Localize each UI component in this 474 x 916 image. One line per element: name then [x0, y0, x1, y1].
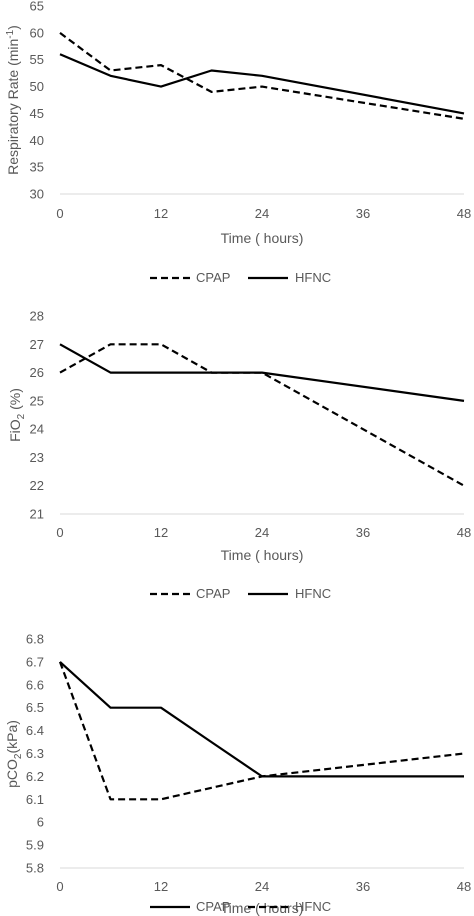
y-tick-label: 6.8 — [26, 632, 44, 647]
y-tick-label: 27 — [30, 337, 44, 352]
y-tick-label: 23 — [30, 450, 44, 465]
y-axis-title-main: FiO — [7, 419, 23, 442]
y-tick-label: 6.1 — [26, 792, 44, 807]
y-tick-label: 22 — [30, 478, 44, 493]
legend: CPAP HFNC — [150, 270, 331, 285]
y-axis-title-main: pCO — [4, 759, 20, 788]
chart-2: 21 22 23 24 25 26 27 28 0 12 24 36 48 Time ( hours) Fi… — [7, 309, 471, 602]
series-line-hfnc — [59, 53, 465, 115]
legend-label-hfnc: HFNC — [295, 586, 331, 601]
y-axis-title: Respiratory Rate (min-1) — [5, 25, 21, 175]
y-tick-label: 6.7 — [26, 654, 44, 669]
chart-1: 30 35 40 45 50 55 60 65 0 12 24 36 48 Time ( hours) Re… — [5, 0, 471, 285]
x-axis-title: Time ( hours) — [221, 230, 304, 246]
y-tick-label: 50 — [30, 79, 44, 94]
y-tick-label: 6.2 — [26, 769, 44, 784]
y-tick-label: 6.6 — [26, 677, 44, 692]
series-line-cpap — [59, 32, 465, 120]
legend-label-hfnc: HFNC — [295, 899, 331, 914]
legend-label-hfnc: HFNC — [295, 270, 331, 285]
y-tick-label: 55 — [30, 52, 44, 67]
y-tick-label: 5.8 — [26, 861, 44, 876]
y-axis-title-superscript: -1 — [5, 29, 16, 38]
y-tick-label: 25 — [30, 393, 44, 408]
y-axis-title-subscript: 2 — [13, 753, 24, 759]
y-axis-title-subscript: 2 — [16, 413, 27, 419]
y-axis-title-main: Respiratory Rate (min — [5, 39, 21, 175]
legend: CPAP HFNC — [150, 899, 331, 914]
y-tick-label: 28 — [30, 309, 44, 324]
x-tick-label: 24 — [255, 206, 269, 221]
series-line-cpap — [59, 343, 465, 487]
y-tick-label: 6 — [37, 815, 44, 830]
x-tick-label: 48 — [457, 525, 471, 540]
y-tick-label: 6.3 — [26, 746, 44, 761]
y-tick-label: 30 — [30, 187, 44, 202]
series-line-cpap — [59, 661, 464, 778]
y-tick-label: 45 — [30, 106, 44, 121]
legend-label-cpap: CPAP — [196, 899, 230, 914]
y-tick-label: 40 — [30, 133, 44, 148]
y-tick-label: 5.9 — [26, 838, 44, 853]
x-tick-label: 0 — [56, 206, 63, 221]
x-tick-label: 24 — [255, 525, 269, 540]
x-tick-label: 36 — [356, 206, 370, 221]
x-tick-label: 24 — [255, 879, 269, 894]
y-axis-title-end: (kPa) — [4, 720, 20, 753]
y-tick-label: 6.4 — [26, 723, 44, 738]
x-tick-label: 12 — [154, 525, 168, 540]
y-tick-label: 65 — [30, 0, 44, 14]
legend-label-cpap: CPAP — [196, 270, 230, 285]
series-line-hfnc — [59, 343, 465, 402]
y-tick-label: 24 — [30, 422, 44, 437]
y-axis-title-end: (%) — [7, 388, 23, 414]
x-tick-label: 48 — [457, 879, 471, 894]
x-tick-label: 12 — [154, 879, 168, 894]
legend: CPAP HFNC — [150, 586, 331, 601]
y-axis-title: pCO2(kPa) — [4, 720, 24, 788]
legend-label-cpap: CPAP — [196, 586, 230, 601]
chart-3: 5.8 5.9 6 6.1 6.2 6.3 6.4 6.5 6.6 6.7 6.8 0 12 24 36 48… — [4, 632, 471, 916]
y-tick-label: 60 — [30, 25, 44, 40]
x-tick-label: 48 — [457, 206, 471, 221]
x-tick-label: 12 — [154, 206, 168, 221]
x-axis-title: Time ( hours) — [221, 547, 304, 563]
y-tick-label: 35 — [30, 160, 44, 175]
x-tick-label: 0 — [56, 879, 63, 894]
y-tick-label: 21 — [30, 507, 44, 522]
y-tick-label: 26 — [30, 365, 44, 380]
x-tick-label: 36 — [356, 525, 370, 540]
y-axis-title: FiO2 (%) — [7, 388, 27, 442]
y-tick-label: 6.5 — [26, 700, 44, 715]
y-axis-title-end: ) — [5, 25, 21, 30]
x-tick-label: 36 — [356, 879, 370, 894]
series-line-hfnc — [58, 661, 465, 801]
x-tick-label: 0 — [56, 525, 63, 540]
